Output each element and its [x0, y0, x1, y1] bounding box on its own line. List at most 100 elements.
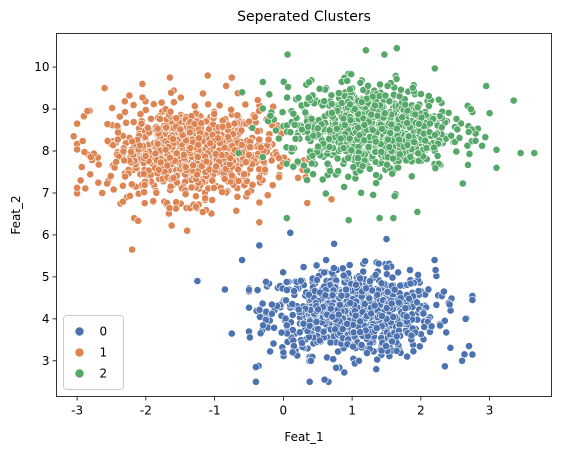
data-point — [333, 154, 342, 163]
legend-marker — [74, 347, 85, 358]
data-point — [385, 97, 394, 106]
data-point — [140, 188, 148, 197]
data-point — [86, 170, 95, 179]
data-point — [377, 147, 386, 156]
data-point — [344, 172, 353, 181]
data-point — [109, 141, 117, 150]
data-point — [81, 184, 90, 193]
data-point — [194, 134, 203, 143]
data-point — [264, 135, 273, 144]
data-point — [314, 142, 322, 151]
plot-frame — [56, 33, 552, 397]
data-point — [325, 134, 333, 143]
data-point — [270, 323, 278, 332]
data-point — [414, 287, 423, 295]
data-point — [268, 181, 277, 190]
data-point — [349, 163, 358, 171]
data-point — [129, 101, 138, 109]
data-point — [375, 214, 384, 222]
data-point — [128, 245, 136, 254]
data-point — [347, 70, 356, 79]
data-point — [274, 134, 283, 143]
data-point — [332, 363, 340, 372]
data-point — [313, 124, 322, 133]
data-point — [445, 300, 454, 309]
data-point — [282, 278, 291, 286]
data-point — [336, 134, 345, 143]
data-point — [327, 100, 336, 108]
data-point — [349, 342, 357, 351]
data-point — [326, 166, 334, 175]
data-point — [309, 131, 318, 140]
data-point — [401, 304, 410, 313]
data-point — [258, 104, 267, 113]
data-point — [233, 192, 242, 201]
data-point — [386, 128, 395, 137]
data-point — [439, 287, 448, 296]
data-point — [388, 154, 397, 163]
data-point — [113, 122, 122, 130]
data-point — [100, 84, 109, 92]
y-tick-label: 3 — [42, 354, 50, 368]
data-point — [103, 136, 112, 145]
data-point — [389, 214, 398, 222]
data-point — [76, 176, 85, 185]
data-point — [378, 124, 386, 133]
data-point — [430, 143, 438, 152]
data-point — [224, 132, 232, 141]
data-point — [376, 80, 384, 89]
data-point — [340, 121, 349, 129]
data-point — [237, 140, 246, 149]
data-point — [355, 131, 364, 140]
data-point — [169, 173, 178, 182]
data-point — [437, 123, 446, 132]
data-point — [334, 167, 342, 175]
data-point — [214, 134, 222, 143]
data-point — [370, 301, 379, 310]
data-point — [403, 352, 411, 361]
data-point — [227, 171, 236, 180]
data-point — [366, 277, 374, 285]
data-point — [77, 163, 86, 171]
x-axis: -3 -2 -1 0 1 2 3 — [71, 396, 493, 418]
data-point — [405, 294, 413, 303]
data-point — [256, 143, 265, 152]
data-point — [227, 329, 236, 338]
data-point — [372, 179, 380, 187]
data-point — [431, 130, 439, 139]
data-point — [294, 305, 303, 314]
data-point — [120, 156, 129, 165]
data-point — [417, 90, 425, 98]
data-point — [122, 118, 130, 127]
data-point — [404, 132, 413, 141]
y-tick-label: 10 — [34, 60, 49, 74]
data-point — [320, 268, 328, 277]
data-point — [255, 218, 264, 227]
data-point — [129, 118, 138, 126]
data-point — [319, 327, 328, 336]
data-point — [181, 162, 190, 171]
data-point — [458, 356, 466, 365]
data-point — [430, 256, 439, 264]
data-point — [201, 194, 209, 203]
data-point — [312, 261, 321, 270]
data-point — [303, 199, 312, 207]
data-point — [94, 178, 103, 187]
x-tick-label: -3 — [71, 404, 83, 418]
data-point — [356, 317, 365, 326]
data-point — [380, 109, 389, 118]
data-point — [383, 288, 392, 296]
data-point — [197, 119, 206, 128]
data-point — [453, 125, 462, 134]
data-point — [275, 173, 283, 182]
data-point — [246, 143, 255, 151]
data-point — [383, 82, 392, 90]
data-point — [387, 299, 396, 308]
data-point — [482, 82, 491, 90]
data-point — [172, 149, 181, 158]
data-point — [415, 342, 424, 351]
data-point — [413, 103, 422, 112]
data-point — [346, 299, 355, 307]
data-point — [315, 84, 324, 93]
data-point — [127, 147, 135, 156]
